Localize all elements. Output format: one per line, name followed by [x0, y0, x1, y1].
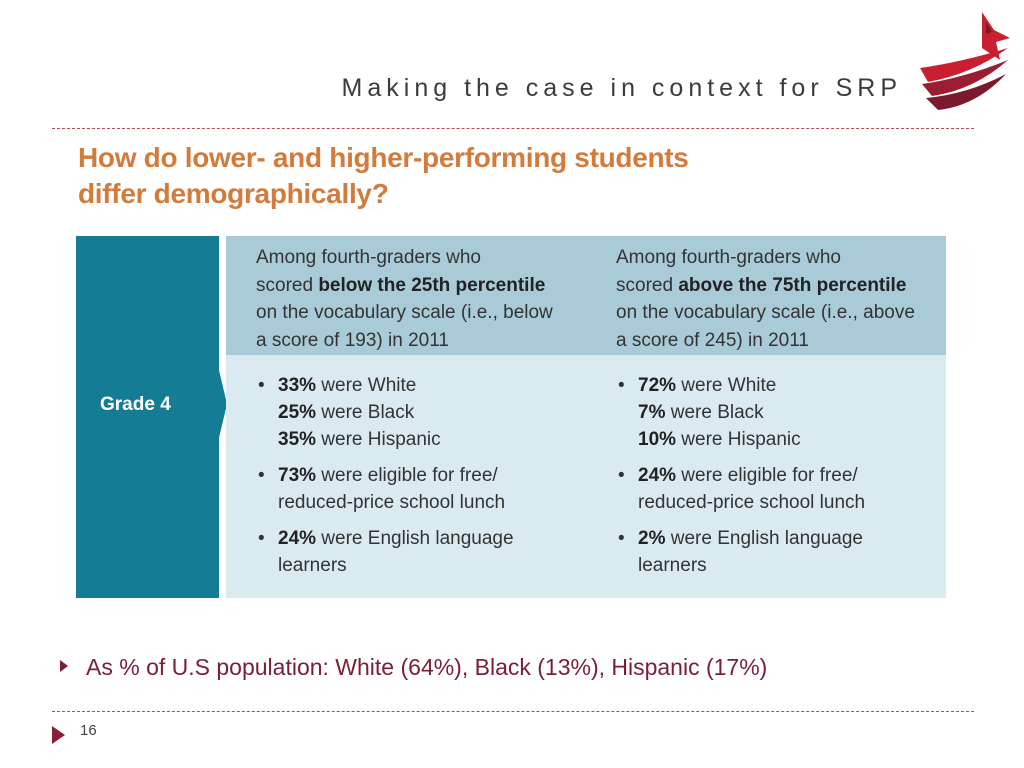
right-lunch-line-2: reduced-price school lunch — [638, 492, 866, 513]
right-intro-scored: scored — [616, 274, 679, 296]
stat-text: were White — [316, 375, 417, 396]
left-lunch-item: • 73% were eligible for free/ reduced-pr… — [256, 462, 576, 516]
right-intro-line-1: Among fourth-graders who — [616, 247, 841, 268]
left-race-black: 25% were Black — [278, 399, 576, 426]
left-race-item: • 33% were White 25% were Black 35% were… — [256, 372, 576, 453]
right-lunch-item: • 24% were eligible for free/ reduced-pr… — [616, 462, 936, 516]
stat-text: were Black — [665, 402, 764, 423]
right-ell-line-2: learners — [638, 555, 707, 576]
page-marker-icon — [52, 726, 65, 744]
stat-text: were Hispanic — [316, 429, 441, 450]
bullet-arrow-icon — [60, 660, 68, 672]
stat-text: were eligible for free/ — [676, 465, 858, 486]
right-race-hispanic: 10% were Hispanic — [638, 426, 936, 453]
right-column-intro: Among fourth-graders who scored above th… — [616, 244, 946, 354]
grade-column — [76, 236, 219, 598]
stat-percent: 33% — [278, 375, 317, 396]
stat-text: were Black — [316, 402, 415, 423]
left-ell-item: • 24% were English language learners — [256, 525, 576, 579]
right-race-black: 7% were Black — [638, 399, 936, 426]
left-ell-line-1: 24% were English language — [278, 525, 576, 552]
stat-percent: 25% — [278, 402, 317, 423]
bullet-dot: • — [618, 375, 625, 396]
left-intro-scored: scored — [256, 274, 319, 296]
bullet-dot: • — [258, 375, 265, 396]
page-number: 16 — [80, 722, 97, 739]
bullet-dot: • — [618, 528, 625, 549]
footer-divider — [52, 711, 974, 712]
bullet-dot: • — [258, 465, 265, 486]
right-race-white: 72% were White — [638, 372, 936, 399]
panel-body-band — [226, 355, 946, 598]
stat-text: were Hispanic — [676, 429, 801, 450]
population-bullet: As % of U.S population: White (64%), Bla… — [60, 654, 960, 681]
stat-percent: 7% — [638, 402, 666, 423]
stat-percent: 35% — [278, 429, 317, 450]
left-intro-line-1: Among fourth-graders who — [256, 247, 481, 268]
stat-text: were English language — [316, 528, 514, 549]
left-column-intro: Among fourth-graders who scored below th… — [256, 244, 586, 354]
header-divider — [52, 128, 974, 129]
left-ell-line-2: learners — [278, 555, 347, 576]
left-lunch-line-1: 73% were eligible for free/ — [278, 462, 576, 489]
left-race-white: 33% were White — [278, 372, 576, 399]
right-lunch-line-1: 24% were eligible for free/ — [638, 462, 936, 489]
right-intro-line-4: a score of 245) in 2011 — [616, 329, 809, 351]
stat-text: were White — [676, 375, 777, 396]
figure-heading-line-2: differ demographically? — [78, 178, 389, 209]
right-intro-line-3: on the vocabulary scale (i.e., above — [616, 302, 915, 323]
stat-text: were eligible for free/ — [316, 465, 498, 486]
right-race-item: • 72% were White 7% were Black 10% were … — [616, 372, 936, 453]
left-intro-line-4: a score of 193) in 2011 — [256, 329, 449, 351]
left-stats-list: • 33% were White 25% were Black 35% were… — [256, 372, 576, 588]
population-bullet-text: As % of U.S population: White (64%), Bla… — [86, 654, 768, 680]
figure-heading: How do lower- and higher-performing stud… — [78, 140, 778, 212]
bullet-dot: • — [618, 465, 625, 486]
right-intro-percentile: above the 75th percentile — [678, 274, 907, 296]
right-stats-list: • 72% were White 7% were Black 10% were … — [616, 372, 936, 588]
right-ell-line-1: 2% were English language — [638, 525, 936, 552]
figure-heading-line-1: How do lower- and higher-performing stud… — [78, 142, 689, 173]
stat-percent: 72% — [638, 375, 677, 396]
left-lunch-line-2: reduced-price school lunch — [278, 492, 506, 513]
cardinal-logo-icon — [920, 12, 1010, 110]
right-intro-line-2: scored above the 75th percentile — [616, 272, 946, 300]
left-intro-line-3: on the vocabulary scale (i.e., below — [256, 302, 553, 323]
stat-percent: 73% — [278, 465, 317, 486]
stat-percent: 10% — [638, 429, 677, 450]
left-race-hispanic: 35% were Hispanic — [278, 426, 576, 453]
stat-text: were English language — [665, 528, 863, 549]
stat-percent: 24% — [278, 528, 317, 549]
stat-percent: 24% — [638, 465, 677, 486]
stat-percent: 2% — [638, 528, 666, 549]
grade-label: Grade 4 — [100, 394, 171, 415]
left-intro-line-2: scored below the 25th percentile — [256, 272, 586, 300]
slide-title: Making the case in context for SRP — [341, 74, 902, 102]
bullet-dot: • — [258, 528, 265, 549]
panel-header-band — [226, 236, 946, 355]
right-ell-item: • 2% were English language learners — [616, 525, 936, 579]
grade-arrow — [219, 370, 227, 438]
left-intro-percentile: below the 25th percentile — [318, 274, 546, 296]
